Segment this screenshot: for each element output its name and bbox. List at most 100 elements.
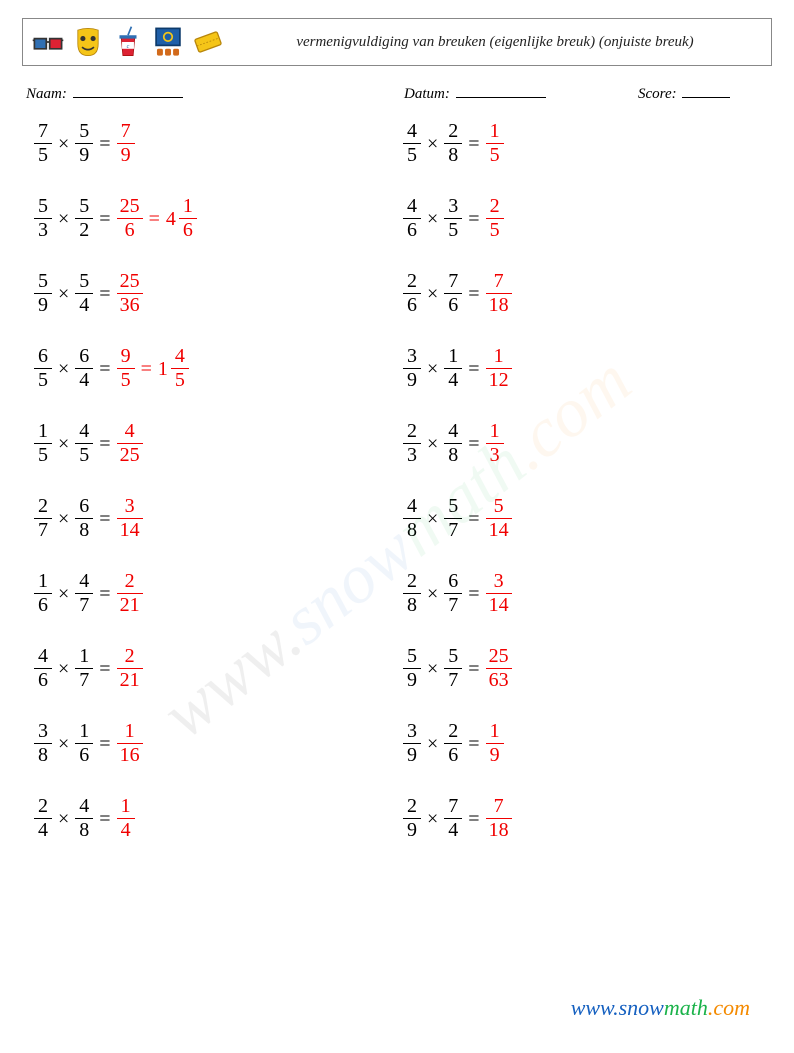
- equation-row: 15×45=425: [34, 421, 403, 466]
- equation-row: 46×35=25: [403, 196, 772, 241]
- times-operator: ×: [421, 584, 444, 604]
- cinema-screen-icon: [151, 25, 185, 59]
- fraction: 35: [444, 196, 462, 241]
- fraction: 52: [75, 196, 93, 241]
- equation-row: 38×16=116: [34, 721, 403, 766]
- fraction: 314: [117, 496, 143, 541]
- equals-sign: =: [135, 359, 158, 379]
- fraction: 15: [34, 421, 52, 466]
- right-column: 45×28=1546×35=2526×76=71839×14=11223×48=…: [403, 121, 772, 841]
- equation-row: 39×26=19: [403, 721, 772, 766]
- score-field: Score:: [638, 86, 768, 103]
- equation-row: 26×76=718: [403, 271, 772, 316]
- worksheet-title: vermenigvuldiging van breuken (eigenlijk…: [231, 33, 763, 52]
- fraction: 79: [117, 121, 135, 166]
- fraction: 45: [403, 121, 421, 166]
- left-column: 75×59=7953×52=256=41659×54=253665×64=95=…: [34, 121, 403, 841]
- equals-sign: =: [143, 209, 166, 229]
- fraction: 514: [486, 496, 512, 541]
- score-blank: [682, 97, 730, 98]
- footer-brand: www.snowmath.com: [571, 995, 750, 1021]
- mixed-number: 145: [158, 346, 189, 391]
- fraction: 47: [75, 571, 93, 616]
- equation-row: 75×59=79: [34, 121, 403, 166]
- fraction: 26: [403, 271, 421, 316]
- fraction: 57: [444, 646, 462, 691]
- fraction: 95: [117, 346, 135, 391]
- fraction: 48: [444, 421, 462, 466]
- fraction: 39: [403, 346, 421, 391]
- name-field: Naam:: [26, 86, 400, 103]
- fraction: 14: [444, 346, 462, 391]
- glasses-3d-icon: [31, 25, 65, 59]
- times-operator: ×: [421, 284, 444, 304]
- fraction: 221: [117, 571, 143, 616]
- fraction: 425: [117, 421, 143, 466]
- times-operator: ×: [421, 134, 444, 154]
- fraction: 46: [403, 196, 421, 241]
- soda-cup-icon: c: [111, 25, 145, 59]
- equals-sign: =: [462, 359, 485, 379]
- score-label: Score:: [638, 86, 677, 102]
- times-operator: ×: [52, 284, 75, 304]
- fraction: 116: [117, 721, 143, 766]
- date-label: Datum:: [404, 86, 450, 102]
- fraction: 53: [34, 196, 52, 241]
- fraction: 48: [75, 796, 93, 841]
- times-operator: ×: [421, 434, 444, 454]
- equation-row: 59×54=2536: [34, 271, 403, 316]
- fraction: 57: [444, 496, 462, 541]
- name-blank: [73, 97, 183, 98]
- fraction: 26: [444, 721, 462, 766]
- equals-sign: =: [93, 434, 116, 454]
- equals-sign: =: [93, 809, 116, 829]
- times-operator: ×: [421, 734, 444, 754]
- brand-b: math: [664, 995, 708, 1020]
- fraction: 75: [34, 121, 52, 166]
- equals-sign: =: [93, 659, 116, 679]
- fraction: 67: [444, 571, 462, 616]
- mixed-number: 416: [166, 196, 197, 241]
- equals-sign: =: [93, 734, 116, 754]
- fraction: 65: [34, 346, 52, 391]
- times-operator: ×: [421, 659, 444, 679]
- fraction: 48: [403, 496, 421, 541]
- equals-sign: =: [93, 209, 116, 229]
- fraction: 16: [75, 721, 93, 766]
- equals-sign: =: [462, 134, 485, 154]
- fraction: 17: [75, 646, 93, 691]
- fraction: 25: [486, 196, 504, 241]
- times-operator: ×: [421, 359, 444, 379]
- equation-row: 28×67=314: [403, 571, 772, 616]
- fraction: 64: [75, 346, 93, 391]
- equals-sign: =: [93, 584, 116, 604]
- fraction: 718: [486, 271, 512, 316]
- equals-sign: =: [93, 509, 116, 529]
- times-operator: ×: [52, 209, 75, 229]
- fraction: 24: [34, 796, 52, 841]
- fraction: 112: [486, 346, 512, 391]
- fraction: 16: [34, 571, 52, 616]
- equation-row: 23×48=13: [403, 421, 772, 466]
- times-operator: ×: [52, 509, 75, 529]
- equals-sign: =: [462, 734, 485, 754]
- equals-sign: =: [462, 209, 485, 229]
- times-operator: ×: [52, 734, 75, 754]
- header-icons: c: [31, 25, 225, 59]
- equals-sign: =: [93, 284, 116, 304]
- fraction: 38: [34, 721, 52, 766]
- fraction: 15: [486, 121, 504, 166]
- fraction: 28: [403, 571, 421, 616]
- equation-row: 48×57=514: [403, 496, 772, 541]
- fraction: 256: [117, 196, 143, 241]
- fraction: 221: [117, 646, 143, 691]
- equation-row: 29×74=718: [403, 796, 772, 841]
- equals-sign: =: [462, 659, 485, 679]
- fraction: 28: [444, 121, 462, 166]
- times-operator: ×: [52, 809, 75, 829]
- fraction: 16: [179, 196, 197, 241]
- problems-area: 75×59=7953×52=256=41659×54=253665×64=95=…: [22, 121, 772, 841]
- worksheet-page: c vermenigvuldiging van breuken (eigenli…: [0, 0, 794, 1053]
- equals-sign: =: [462, 584, 485, 604]
- date-field: Datum:: [404, 86, 634, 103]
